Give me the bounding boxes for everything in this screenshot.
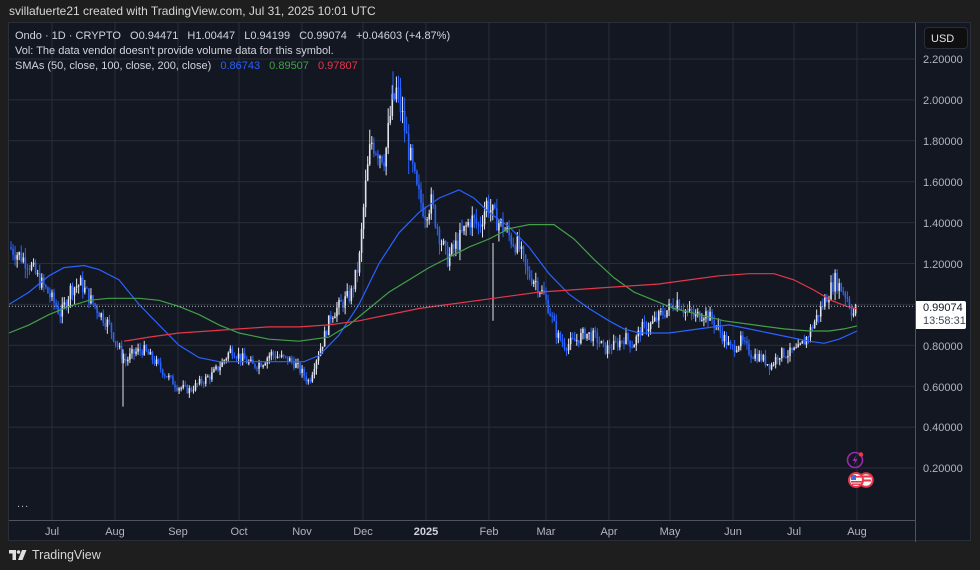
time-label: May (659, 526, 681, 538)
time-label: Mar (536, 526, 556, 538)
time-label: Dec (353, 526, 373, 538)
chart-plot-area[interactable]: Ondo · 1D · CRYPTO O0.94471 H1.00447 L0.… (9, 23, 915, 520)
last-price: 0.99074 (923, 302, 963, 314)
price-label: 1.40000 (923, 218, 963, 230)
low-value: L0.94199 (244, 30, 291, 42)
event-markers[interactable] (844, 448, 880, 492)
tradingview-brand: TradingView (32, 548, 101, 562)
sma200-value: 0.97807 (317, 60, 358, 72)
high-value: H1.00447 (187, 30, 236, 42)
sma100-value: 0.89507 (269, 60, 309, 72)
change-value: +0.04603 (+4.87%) (355, 30, 451, 42)
ohlc-line: Ondo · 1D · CRYPTO O0.94471 H1.00447 L0.… (15, 29, 450, 44)
last-price-tag: 0.99074 13:58:31 (916, 301, 966, 329)
time-label: Aug (847, 526, 867, 538)
time-label: Jun (724, 526, 742, 538)
price-label: 1.60000 (923, 177, 963, 189)
price-label: 0.40000 (923, 422, 963, 434)
time-label: Aug (105, 526, 125, 538)
collapse-indicators-button[interactable]: ... (17, 498, 30, 510)
time-label: Apr (600, 526, 618, 538)
time-label: Feb (479, 526, 499, 538)
time-label: Sep (168, 526, 188, 538)
lightning-event-icon (846, 451, 864, 469)
price-label: 2.00000 (923, 95, 963, 107)
time-label-year: 2025 (413, 526, 439, 538)
chart-legend: Ondo · 1D · CRYPTO O0.94471 H1.00447 L0.… (15, 29, 450, 74)
chart-frame[interactable]: Ondo · 1D · CRYPTO O0.94471 H1.00447 L0.… (8, 22, 972, 542)
price-axis[interactable]: USD 2.20000 2.00000 1.80000 1.60000 1.40… (915, 23, 972, 542)
price-label: 0.60000 (923, 382, 963, 394)
open-value: O0.94471 (130, 30, 179, 42)
time-label: Nov (292, 526, 312, 538)
time-axis[interactable]: Jul Aug Sep Oct Nov Dec 2025 Feb Mar Apr… (9, 520, 915, 542)
price-label: 0.20000 (923, 463, 963, 475)
currency-button[interactable]: USD (924, 27, 968, 49)
bar-countdown: 13:58:31 (923, 315, 966, 327)
tradingview-logo-icon (9, 550, 27, 560)
price-label: 1.20000 (923, 259, 963, 271)
sma-legend[interactable]: SMAs (50, close, 100, close, 200, close)… (15, 59, 450, 74)
sma-label: SMAs (50, close, 100, close, 200, close) (15, 60, 212, 72)
price-label: 2.20000 (923, 54, 963, 66)
volume-note: Vol: The data vendor doesn't provide vol… (15, 45, 334, 57)
time-label: Jul (786, 526, 802, 538)
sma50-value: 0.86743 (220, 60, 261, 72)
symbol-label[interactable]: Ondo · 1D · CRYPTO (15, 30, 121, 42)
close-value: C0.99074 (299, 30, 347, 42)
price-label: 0.80000 (923, 341, 963, 353)
author-byline: svillafuerte21 created with TradingView.… (9, 4, 376, 18)
us-flag-event-icon (848, 472, 874, 488)
tradingview-footer[interactable]: TradingView (9, 548, 101, 562)
time-label: Jul (44, 526, 60, 538)
time-label: Oct (230, 526, 248, 538)
candlestick-chart (9, 23, 915, 520)
price-label: 1.80000 (923, 136, 963, 148)
